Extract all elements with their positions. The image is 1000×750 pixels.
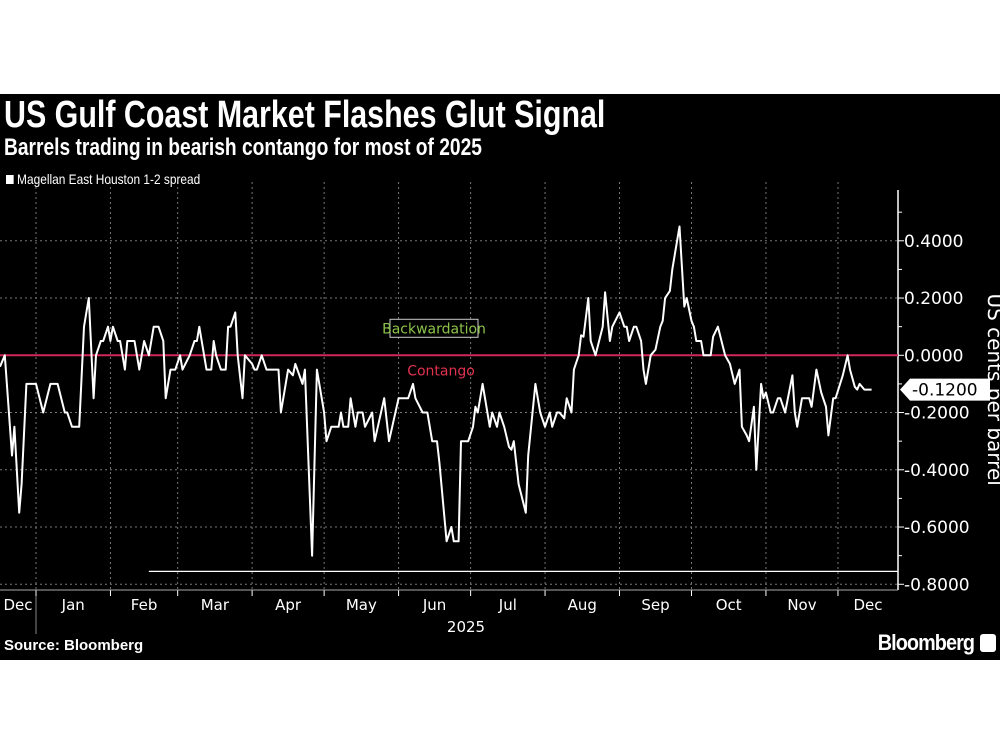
x-year-label: 2025 [447,618,485,636]
backwardation-label: Backwardation [382,321,486,337]
x-tick-label: Apr [275,596,302,614]
contango-label: Contango [407,363,475,379]
x-tick-label: Oct [716,596,742,614]
legend-swatch [6,174,14,184]
series-line-magellan-east-houston [0,225,872,557]
x-tick-label: Feb [131,596,158,614]
y-tick-label: 0.0000 [904,346,963,366]
y-tick-label: -0.4000 [904,461,970,481]
last-value-label: -0.1200 [912,381,978,401]
chart-panel: 0.4000 0.2000 0.0000 -0.2000 -0.4000 -0.6000 -… [0,94,1000,660]
y-tick-label: 0.4000 [904,232,963,252]
grid [0,182,898,590]
bloomberg-chart-icon [980,634,996,652]
series-layer [0,225,898,572]
chart-title: US Gulf Coast Market Flashes Glut Signal [4,94,606,136]
chart-subtitle: Barrels trading in bearish contango for … [4,134,482,161]
x-tick-label: Dec [3,596,32,614]
bloomberg-logo: Bloomberg [877,630,975,655]
y-tick-label: 0.2000 [904,289,963,309]
label-layer: 0.4000 0.2000 0.0000 -0.2000 -0.4000 -0.6000 -… [3,232,1000,636]
x-tick-label: Aug [568,596,597,614]
axes [0,190,904,634]
source-note: Source: Bloomberg [4,637,144,654]
line-chart: 0.4000 0.2000 0.0000 -0.2000 -0.4000 -0.6000 -… [0,182,1000,636]
last-value-badge [900,378,990,401]
x-tick-label: Dec [853,596,882,614]
y-tick-label: -0.8000 [904,575,970,595]
x-tick-label: May [346,596,377,614]
x-tick-label: Jun [422,596,446,614]
y-tick-label: -0.6000 [904,518,970,538]
x-tick-label: Mar [201,596,230,614]
x-tick-label: Jan [61,596,85,614]
x-tick-label: Nov [787,596,816,614]
x-tick-label: Jul [498,596,517,614]
legend-label: Magellan East Houston 1-2 spread [17,171,201,187]
y-tick-label: -0.2000 [904,404,970,424]
legend: Magellan East Houston 1-2 spread [6,171,200,187]
x-tick-label: Sep [641,596,669,614]
y-axis-title: US cents per barrel [983,293,1000,485]
backwardation-box [389,318,479,338]
